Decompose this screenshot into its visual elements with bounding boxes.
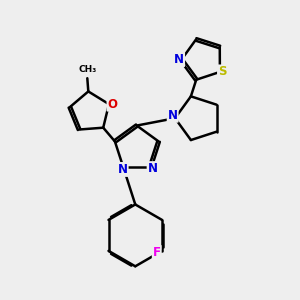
Text: N: N (168, 109, 178, 122)
Text: S: S (218, 65, 226, 78)
Text: O: O (107, 98, 118, 111)
Text: CH₃: CH₃ (78, 65, 96, 74)
Text: F: F (153, 246, 161, 259)
Text: N: N (174, 53, 184, 66)
Text: N: N (148, 162, 158, 175)
Text: N: N (118, 163, 128, 176)
